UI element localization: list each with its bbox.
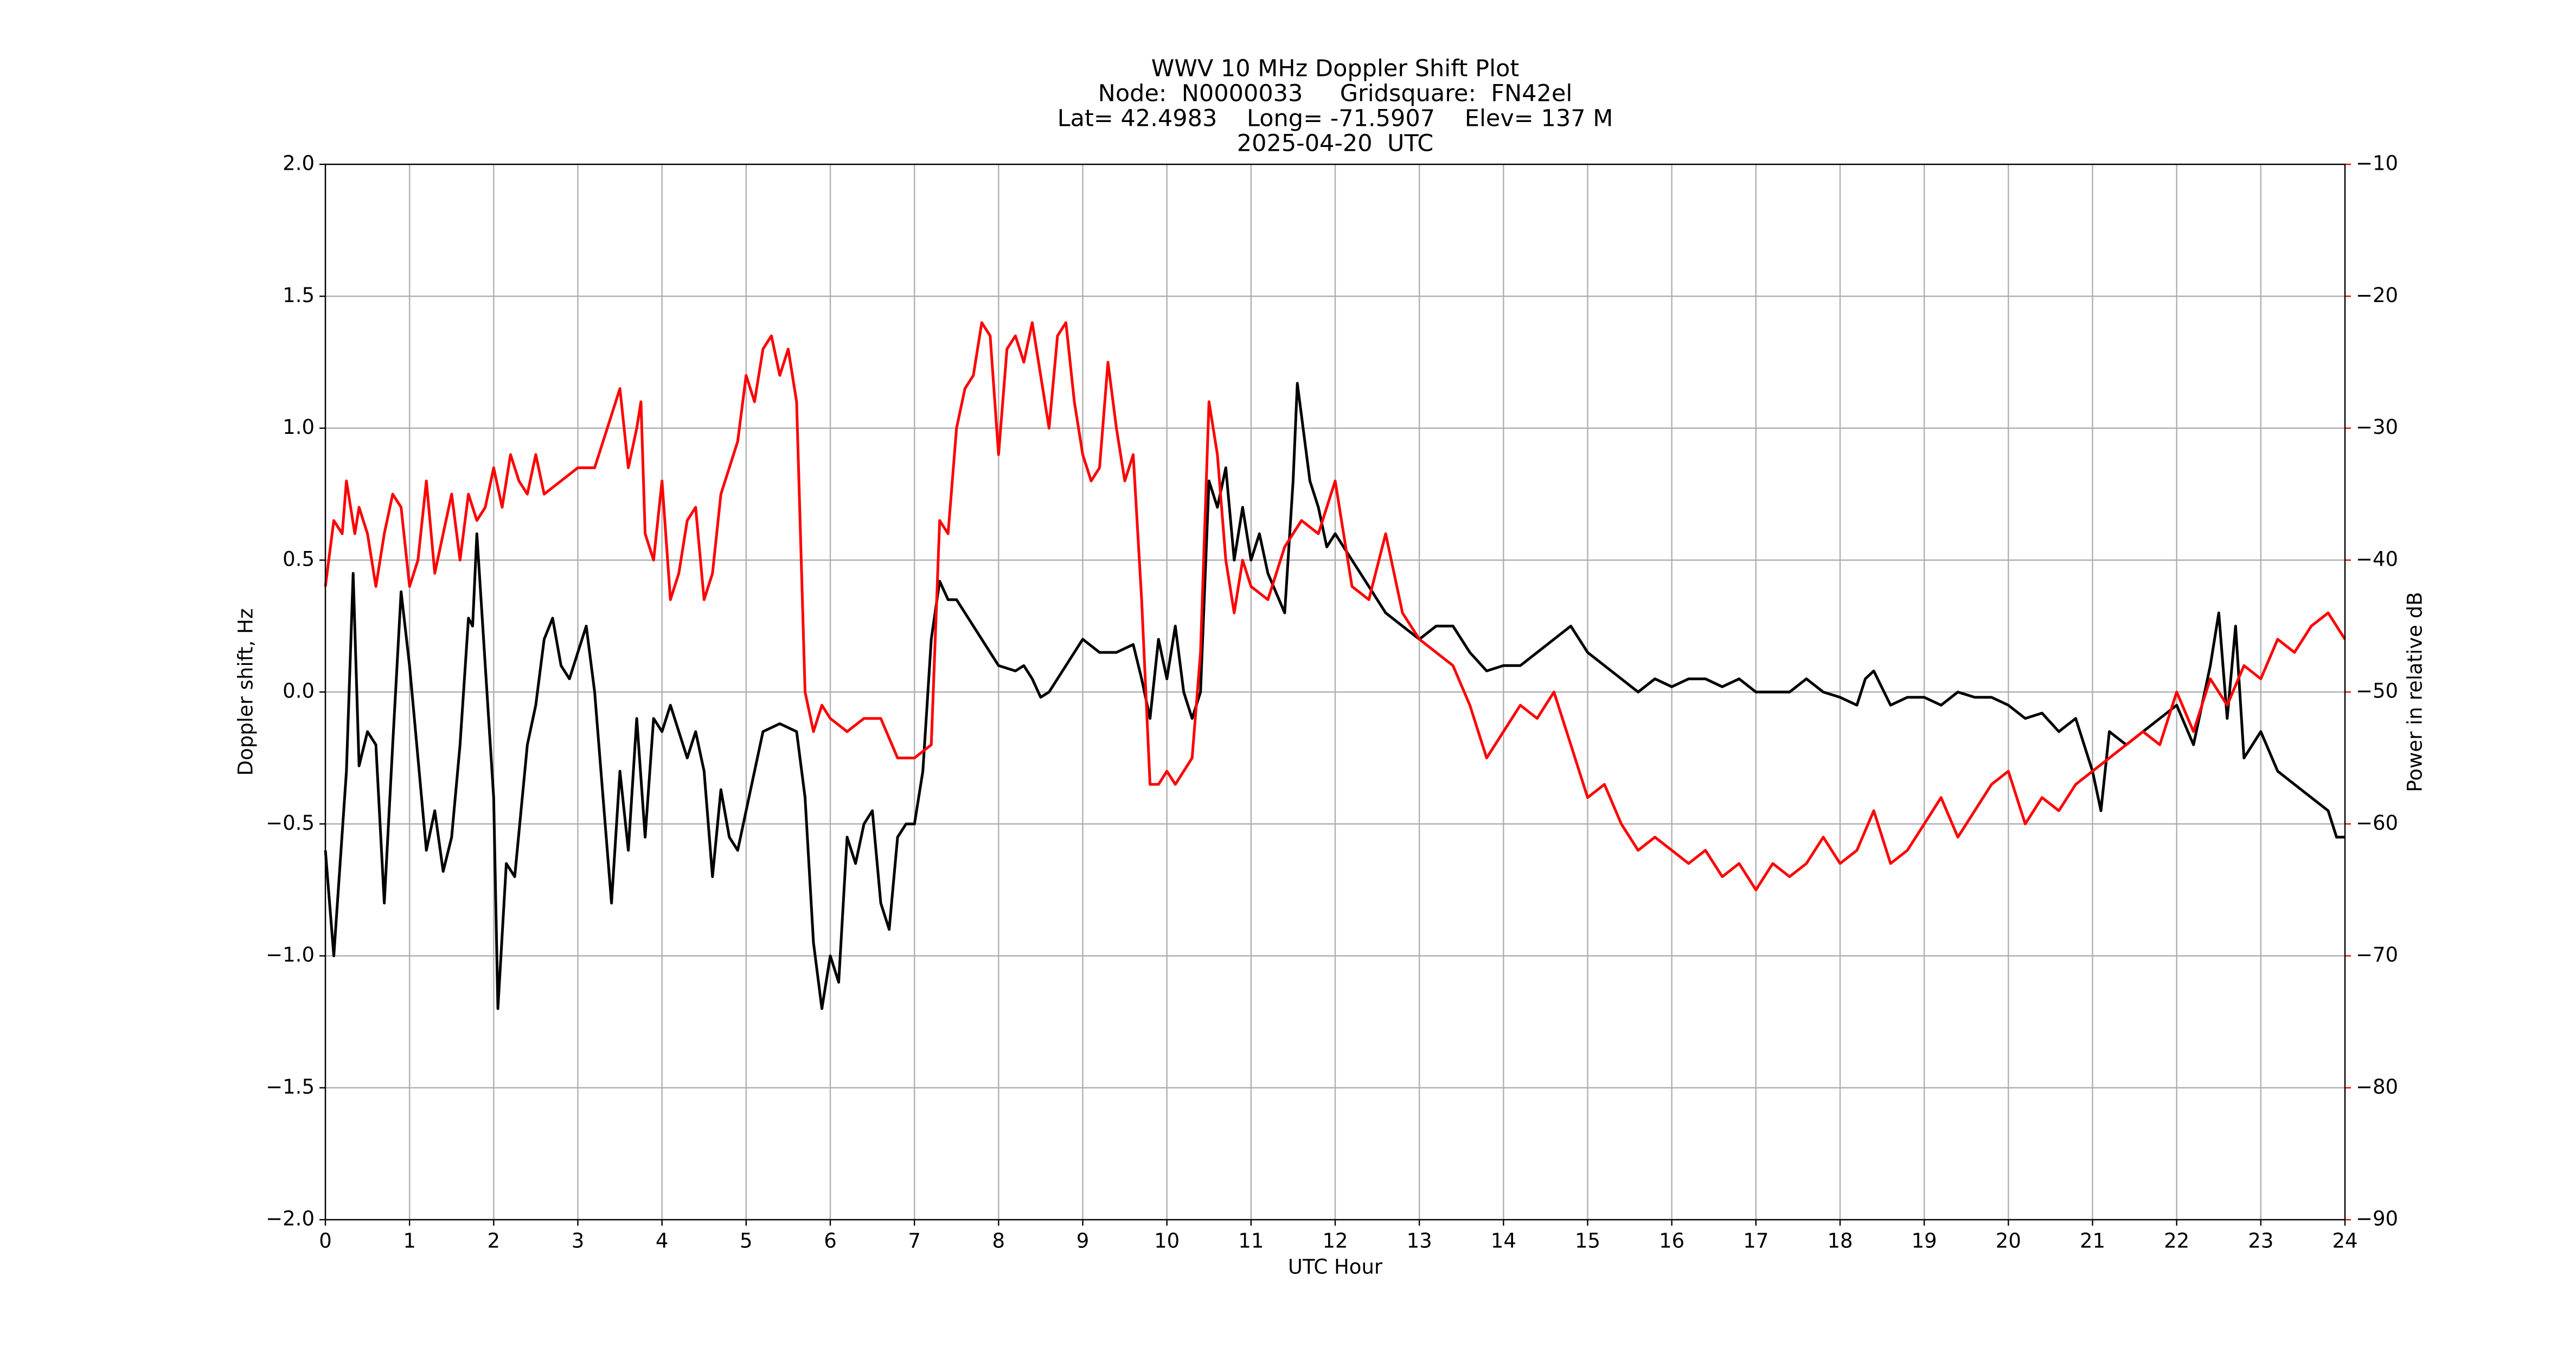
- chart-title: WWV 10 MHz Doppler Shift Plot: [1151, 55, 1519, 82]
- y2-tick-label: −30: [2356, 415, 2398, 439]
- x-tick-label: 13: [1407, 1229, 1432, 1253]
- y-tick-label: 2.0: [283, 152, 315, 175]
- x-tick-label: 9: [1076, 1229, 1090, 1253]
- y-tick-label: 0.5: [283, 547, 315, 571]
- x-tick-label: 24: [2332, 1229, 2357, 1253]
- y-tick-label: −2.0: [266, 1207, 315, 1231]
- x-tick-label: 15: [1575, 1229, 1600, 1253]
- x-tick-label: 0: [319, 1229, 332, 1253]
- x-tick-label: 11: [1238, 1229, 1264, 1253]
- y2-tick-label: −40: [2356, 547, 2398, 571]
- y-tick-label: −1.0: [266, 943, 315, 966]
- y2-axis-label: Power in relative dB: [2404, 592, 2427, 792]
- x-tick-label: 8: [992, 1229, 1005, 1253]
- y-tick-label: 1.5: [283, 284, 315, 307]
- y-tick-label: −0.5: [266, 811, 315, 835]
- data-line: [324, 321, 2347, 892]
- y2-tick-label: −80: [2356, 1075, 2398, 1098]
- x-tick-label: 1: [403, 1229, 416, 1253]
- x-tick-label: 22: [2164, 1229, 2189, 1253]
- y2-tick-label: −10: [2356, 152, 2398, 175]
- y2-tick-label: −60: [2356, 811, 2398, 835]
- y-tick-label: 0.0: [283, 680, 315, 703]
- y2-tick-label: −70: [2356, 943, 2398, 966]
- chart-subtitle: Node: N0000033 Gridsquare: FN42el: [1098, 80, 1573, 107]
- y-tick-label: 1.0: [283, 415, 315, 439]
- y-tick-label: −1.5: [266, 1075, 315, 1098]
- x-tick-label: 16: [1659, 1229, 1684, 1253]
- y-axis-label: Doppler shift, Hz: [234, 608, 258, 776]
- chart-subtitle: 2025-04-20 UTC: [1237, 130, 1433, 157]
- x-tick-label: 3: [572, 1229, 585, 1253]
- x-axis-label: UTC Hour: [1288, 1255, 1383, 1279]
- x-tick-label: 4: [656, 1229, 669, 1253]
- x-tick-label: 18: [1827, 1229, 1853, 1253]
- x-tick-label: 12: [1322, 1229, 1348, 1253]
- x-tick-label: 19: [1912, 1229, 1937, 1253]
- x-tick-label: 21: [2080, 1229, 2105, 1253]
- x-tick-label: 20: [1996, 1229, 2021, 1253]
- x-tick-label: 23: [2248, 1229, 2273, 1253]
- x-tick-label: 7: [908, 1229, 921, 1253]
- chart-subtitle: Lat= 42.4983 Long= -71.5907 Elev= 137 M: [1058, 105, 1613, 132]
- plot-frame: [324, 163, 2346, 1221]
- y2-tick-label: −50: [2356, 680, 2398, 703]
- x-tick-label: 2: [488, 1229, 501, 1253]
- x-tick-label: 6: [824, 1229, 837, 1253]
- x-tick-label: 10: [1154, 1229, 1180, 1253]
- x-tick-label: 14: [1491, 1229, 1516, 1253]
- x-tick-label: 5: [740, 1229, 753, 1253]
- y2-tick-label: −20: [2356, 284, 2398, 307]
- y2-tick-label: −90: [2356, 1207, 2398, 1231]
- x-tick-label: 17: [1743, 1229, 1768, 1253]
